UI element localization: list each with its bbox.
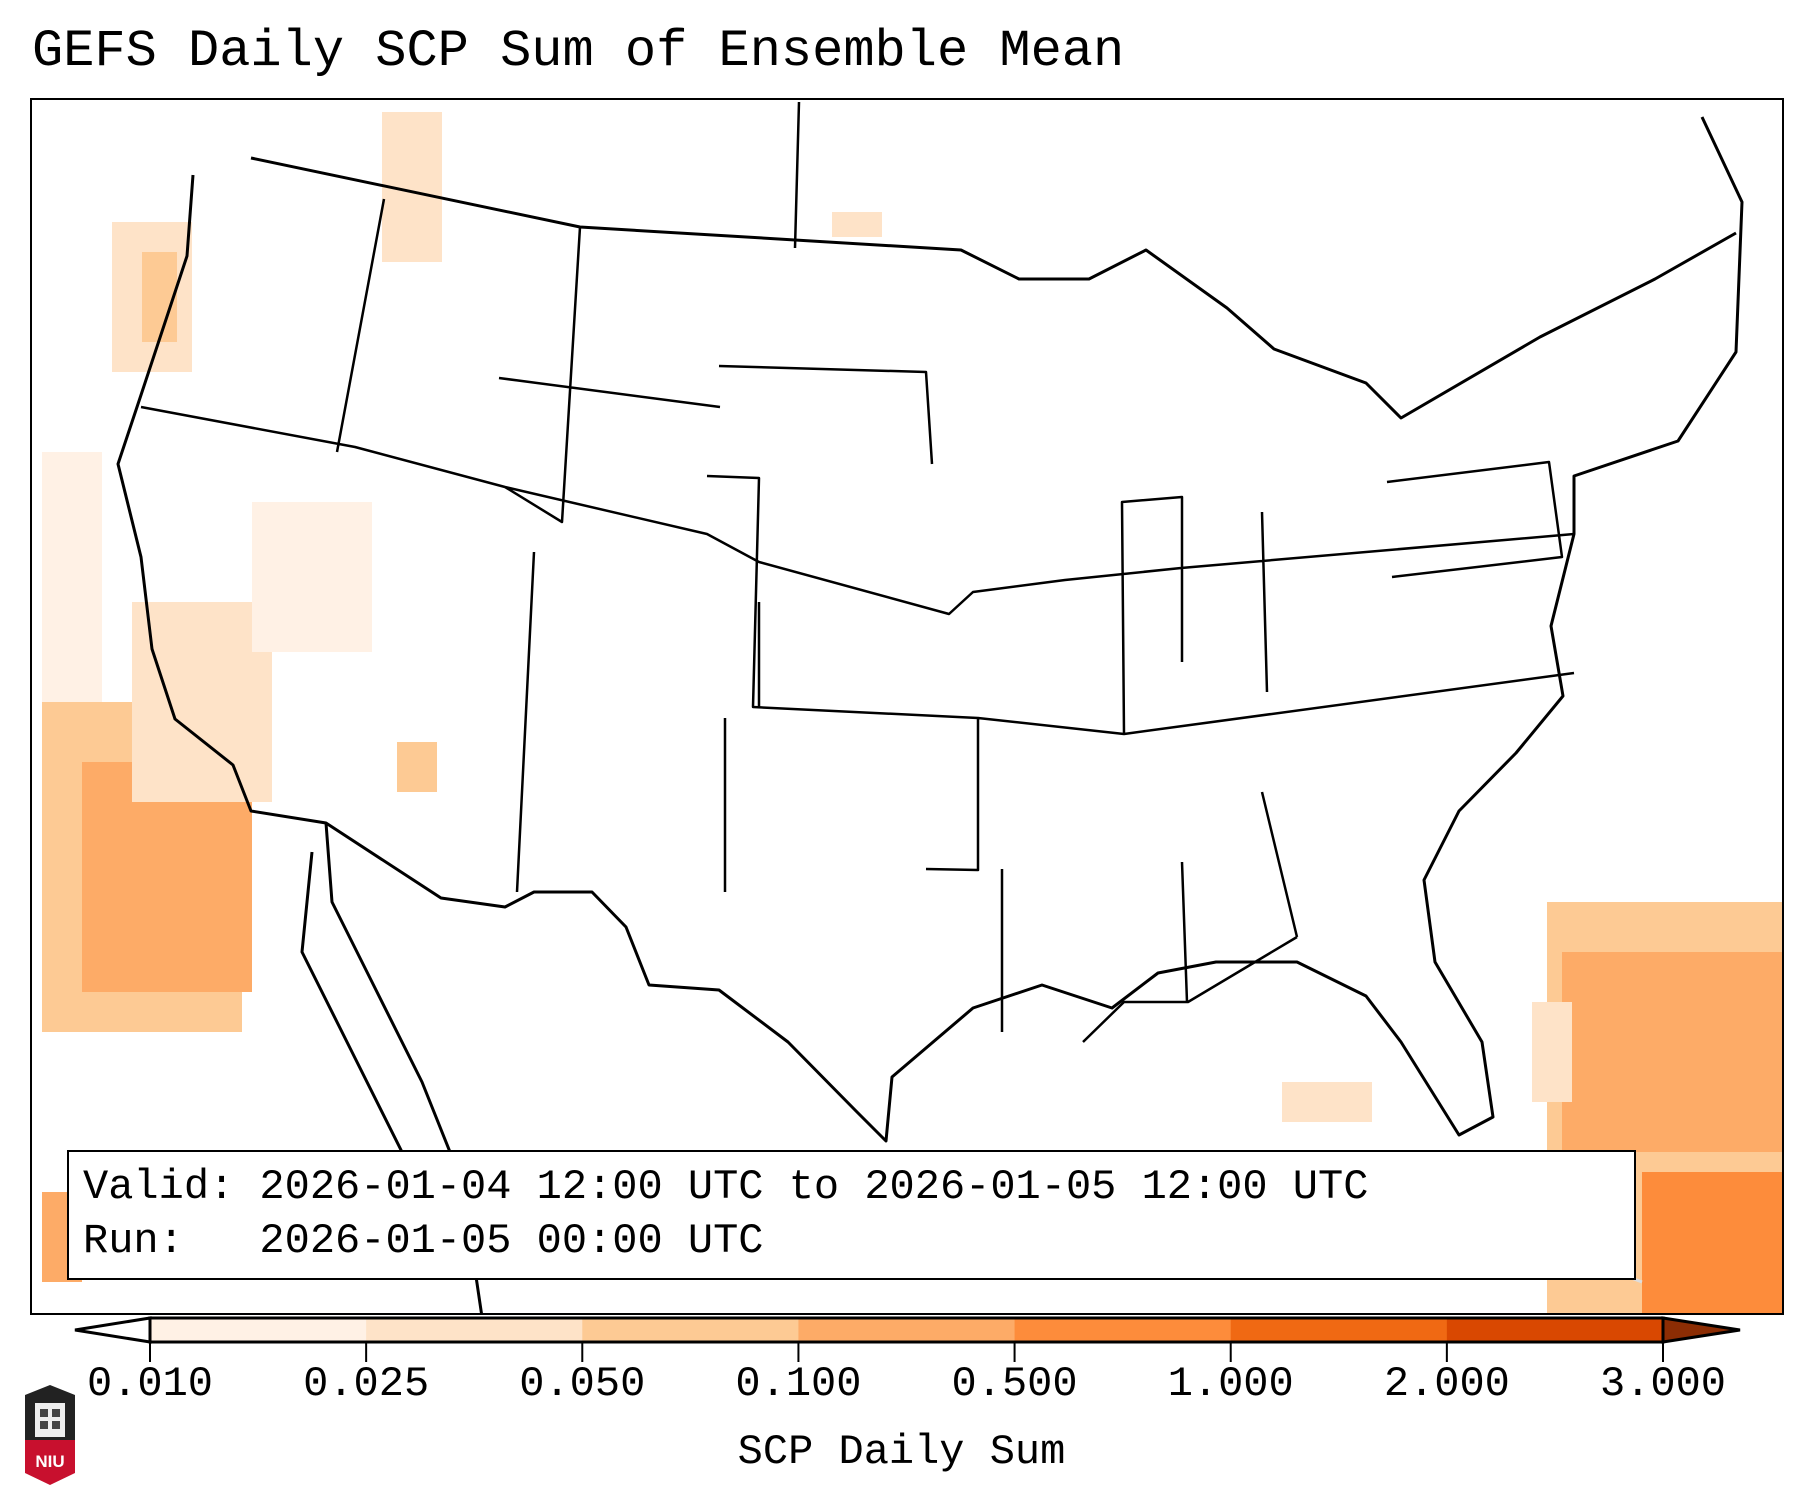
valid-time-text: Valid: 2026-01-04 12:00 UTC to 2026-01-0… xyxy=(83,1163,1369,1211)
coastlines-and-borders xyxy=(116,101,1744,1313)
colorbar-segment xyxy=(150,1318,367,1342)
map-canvas xyxy=(42,101,1782,1313)
colorbar-tick-label: 0.025 xyxy=(303,1360,430,1408)
colorbar-tick-label: 0.050 xyxy=(519,1360,646,1408)
colorbar-label: SCP Daily Sum xyxy=(737,1428,1066,1476)
colorbar-tick-label: 2.000 xyxy=(1383,1360,1510,1408)
state-lines xyxy=(140,101,1575,1043)
colorbar xyxy=(74,1316,1741,1362)
logo-text: NIU xyxy=(35,1452,64,1471)
colorbar-tick-label: 0.010 xyxy=(86,1360,214,1408)
colorbar-over-extend xyxy=(1661,1316,1741,1344)
valid-time-box: Valid: 2026-01-04 12:00 UTC to 2026-01-0… xyxy=(67,1150,1636,1280)
colorbar-tick-label: 3.000 xyxy=(1599,1360,1727,1408)
run-time-text: Run: 2026-01-05 00:00 UTC xyxy=(83,1217,764,1265)
colorbar-tick-label: 0.500 xyxy=(951,1360,1078,1408)
chart-title: GEFS Daily SCP Sum of Ensemble Mean xyxy=(32,22,1125,81)
colorbar-segment xyxy=(582,1318,799,1342)
colorbar-tick-label: 1.000 xyxy=(1167,1360,1294,1408)
colorbar-segment xyxy=(1014,1318,1232,1342)
canada-border xyxy=(250,156,1737,420)
colorbar-outline xyxy=(148,1316,1665,1344)
map-panel xyxy=(30,98,1784,1315)
us-outline xyxy=(116,116,1744,1143)
colorbar-tick-label: 0.100 xyxy=(735,1360,862,1408)
colorbar-segment xyxy=(1230,1318,1448,1342)
colorbar-segment xyxy=(798,1318,1016,1342)
scp-field xyxy=(42,112,1782,1313)
colorbar-segment xyxy=(1446,1318,1664,1342)
niu-logo: NIU xyxy=(25,1385,75,1485)
colorbar-under-extend xyxy=(74,1316,152,1344)
colorbar-segment xyxy=(366,1318,583,1342)
